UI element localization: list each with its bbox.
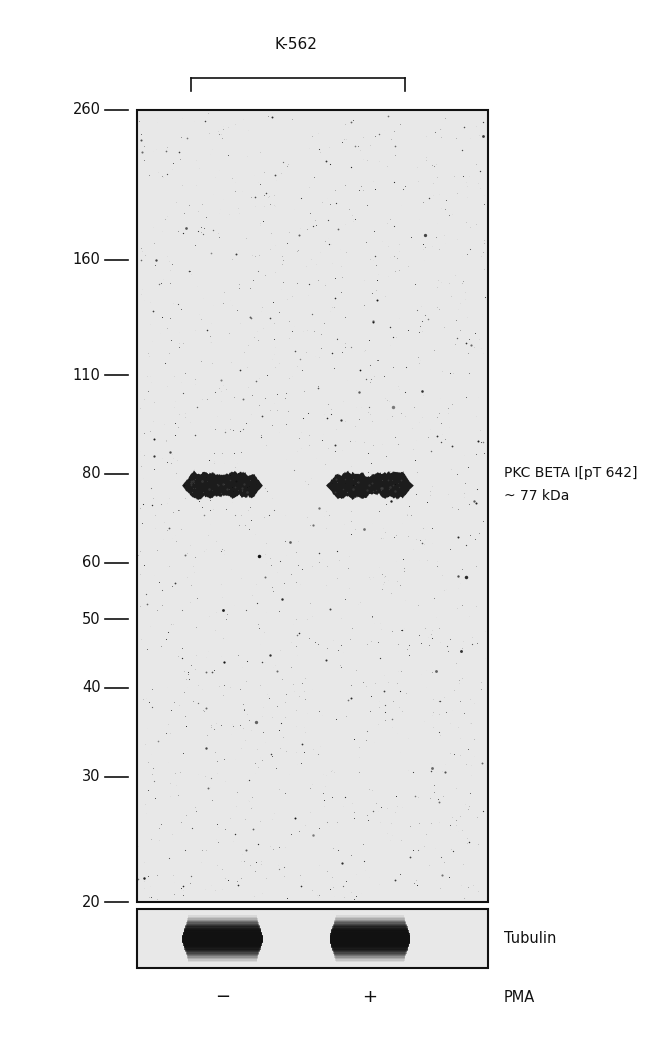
Bar [188, 916, 257, 922]
Bar [187, 920, 258, 926]
Bar [333, 945, 407, 952]
Bar [334, 951, 406, 957]
Text: 160: 160 [73, 252, 101, 267]
Bar [186, 948, 259, 955]
Text: 110: 110 [73, 368, 101, 383]
Bar [334, 949, 406, 956]
Bar [136, 909, 488, 968]
Text: 60: 60 [82, 555, 101, 571]
Bar [185, 927, 261, 935]
Bar [333, 922, 406, 929]
Bar [183, 933, 262, 940]
Bar [188, 955, 257, 962]
Bar [186, 922, 259, 929]
Bar [185, 926, 260, 933]
Bar [332, 929, 408, 936]
Text: Tubulin: Tubulin [504, 931, 556, 946]
Bar [187, 918, 257, 925]
Bar [332, 927, 408, 935]
Bar [335, 916, 404, 922]
Bar [333, 924, 407, 930]
Bar [185, 944, 260, 951]
Polygon shape [182, 470, 263, 501]
Bar [331, 931, 410, 939]
Bar [187, 951, 258, 957]
Bar [186, 924, 259, 930]
Bar [184, 929, 261, 936]
Bar [335, 953, 405, 961]
Bar [333, 925, 407, 932]
Bar [187, 952, 257, 960]
Bar [334, 920, 406, 926]
Bar [186, 947, 259, 953]
Text: +: + [363, 988, 378, 1006]
Bar [333, 947, 407, 953]
Bar [331, 939, 410, 946]
Bar [330, 936, 410, 943]
Bar [136, 110, 488, 902]
Bar [183, 930, 261, 938]
Bar [334, 921, 406, 928]
Text: 30: 30 [83, 770, 101, 784]
Bar [331, 940, 409, 947]
Bar [187, 921, 259, 928]
Bar [330, 938, 410, 944]
Bar [183, 939, 262, 946]
Bar [188, 953, 257, 961]
Polygon shape [326, 470, 414, 500]
Text: PMA: PMA [504, 990, 535, 1004]
Bar [332, 926, 408, 933]
Text: ~ 77 kDa: ~ 77 kDa [504, 489, 569, 503]
Bar [183, 938, 262, 944]
Text: −: − [215, 988, 230, 1006]
Bar [330, 935, 410, 942]
Bar [184, 942, 261, 948]
Bar [333, 948, 406, 955]
Bar [187, 949, 259, 956]
Bar [330, 933, 410, 940]
Bar [183, 935, 263, 942]
Bar [185, 925, 260, 932]
Bar [188, 917, 257, 924]
Bar [185, 945, 260, 952]
Bar [183, 936, 263, 943]
Bar [335, 917, 405, 924]
Text: PKC BETA I[pT 642]: PKC BETA I[pT 642] [504, 466, 637, 480]
Bar [335, 952, 405, 960]
Bar [332, 944, 408, 951]
Bar [335, 918, 405, 925]
Bar [331, 930, 409, 938]
Bar [183, 931, 262, 939]
Bar [183, 940, 261, 947]
Bar [332, 942, 408, 948]
Text: 40: 40 [82, 680, 101, 696]
Bar [335, 955, 404, 962]
Bar [185, 943, 261, 950]
Text: 50: 50 [82, 611, 101, 627]
Text: 260: 260 [73, 102, 101, 117]
Bar [332, 943, 408, 950]
Text: 80: 80 [82, 466, 101, 481]
Text: K-562: K-562 [275, 38, 318, 52]
Text: 20: 20 [82, 895, 101, 909]
